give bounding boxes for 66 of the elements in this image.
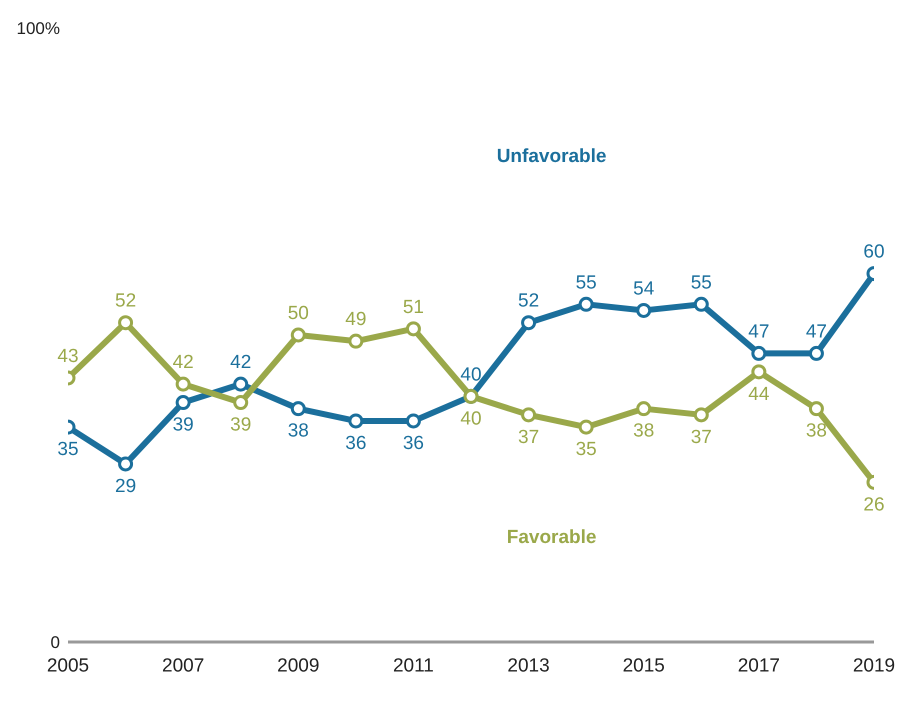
x-tick-label: 2013 bbox=[507, 655, 550, 676]
data-label: 37 bbox=[518, 426, 540, 448]
data-label: 55 bbox=[576, 272, 597, 294]
data-label: 50 bbox=[288, 303, 309, 324]
x-tick-label: 2007 bbox=[162, 655, 204, 676]
point bbox=[751, 364, 766, 380]
x-tick-label: 2011 bbox=[393, 655, 434, 676]
y-tick-label: 0 bbox=[50, 633, 60, 652]
data-label: 52 bbox=[115, 290, 136, 312]
data-label: 35 bbox=[576, 439, 597, 460]
data-label: 47 bbox=[806, 321, 827, 342]
data-label: 39 bbox=[172, 414, 194, 436]
point bbox=[118, 315, 134, 330]
point bbox=[348, 334, 364, 349]
point bbox=[521, 315, 536, 330]
data-label: 40 bbox=[460, 364, 482, 386]
data-label: 55 bbox=[690, 272, 712, 294]
data-label: 40 bbox=[460, 408, 482, 430]
data-label: 36 bbox=[345, 432, 366, 454]
point bbox=[808, 346, 824, 361]
x-tick-label: 2015 bbox=[622, 655, 665, 676]
point bbox=[751, 346, 766, 361]
data-label: 42 bbox=[230, 352, 252, 374]
point bbox=[694, 296, 709, 312]
data-label: 29 bbox=[115, 476, 136, 497]
text: Unfavorable bbox=[496, 146, 606, 168]
point bbox=[233, 376, 248, 392]
data-label: 26 bbox=[863, 494, 885, 516]
point bbox=[118, 456, 134, 472]
data-label: 49 bbox=[345, 309, 366, 330]
point bbox=[176, 376, 191, 392]
data-label: 51 bbox=[402, 296, 424, 318]
data-label: 43 bbox=[57, 346, 79, 367]
data-label: 52 bbox=[518, 290, 540, 312]
data-label: 39 bbox=[230, 414, 252, 436]
x-tick-label: 2017 bbox=[738, 655, 780, 676]
point bbox=[521, 407, 536, 422]
data-label: 35 bbox=[57, 439, 79, 460]
data-label: 38 bbox=[288, 420, 309, 442]
y-tick-label: 100% bbox=[16, 19, 60, 38]
x-tick-label: 2019 bbox=[852, 655, 896, 676]
data-label: 44 bbox=[748, 384, 770, 405]
point bbox=[406, 413, 421, 428]
data-label: 42 bbox=[172, 352, 194, 374]
data-label: 47 bbox=[748, 321, 770, 342]
data-label: 37 bbox=[690, 426, 712, 448]
point bbox=[578, 296, 594, 312]
data-label: 60 bbox=[863, 242, 885, 263]
point bbox=[636, 302, 652, 318]
data-label: 38 bbox=[633, 420, 654, 442]
point bbox=[233, 395, 248, 410]
point bbox=[406, 321, 421, 336]
text: Favorable bbox=[506, 526, 596, 549]
point bbox=[636, 401, 652, 416]
data-label: 36 bbox=[402, 432, 424, 454]
point bbox=[578, 420, 594, 435]
point bbox=[290, 328, 306, 342]
point bbox=[808, 401, 824, 416]
point bbox=[348, 413, 364, 428]
x-tick-label: 2009 bbox=[277, 655, 320, 676]
x-tick-label: 2005 bbox=[46, 655, 90, 676]
point bbox=[290, 401, 306, 416]
data-label: 54 bbox=[633, 278, 655, 300]
point bbox=[694, 407, 709, 422]
data-label: 38 bbox=[806, 420, 827, 442]
point bbox=[176, 395, 191, 410]
